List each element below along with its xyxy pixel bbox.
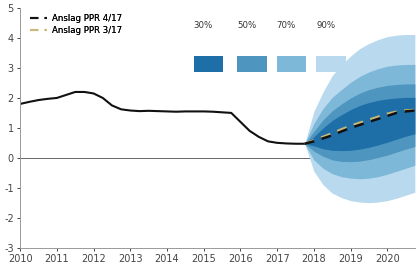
Bar [237, 56, 267, 72]
Bar [194, 56, 223, 72]
Text: 50%: 50% [237, 21, 256, 30]
Text: 90%: 90% [316, 21, 335, 30]
Text: 30%: 30% [194, 21, 213, 30]
Legend: Anslag PPR 4/17, Anslag PPR 3/17: Anslag PPR 4/17, Anslag PPR 3/17 [28, 13, 124, 37]
Text: 70%: 70% [277, 21, 296, 30]
Bar [316, 56, 346, 72]
Bar [277, 56, 306, 72]
